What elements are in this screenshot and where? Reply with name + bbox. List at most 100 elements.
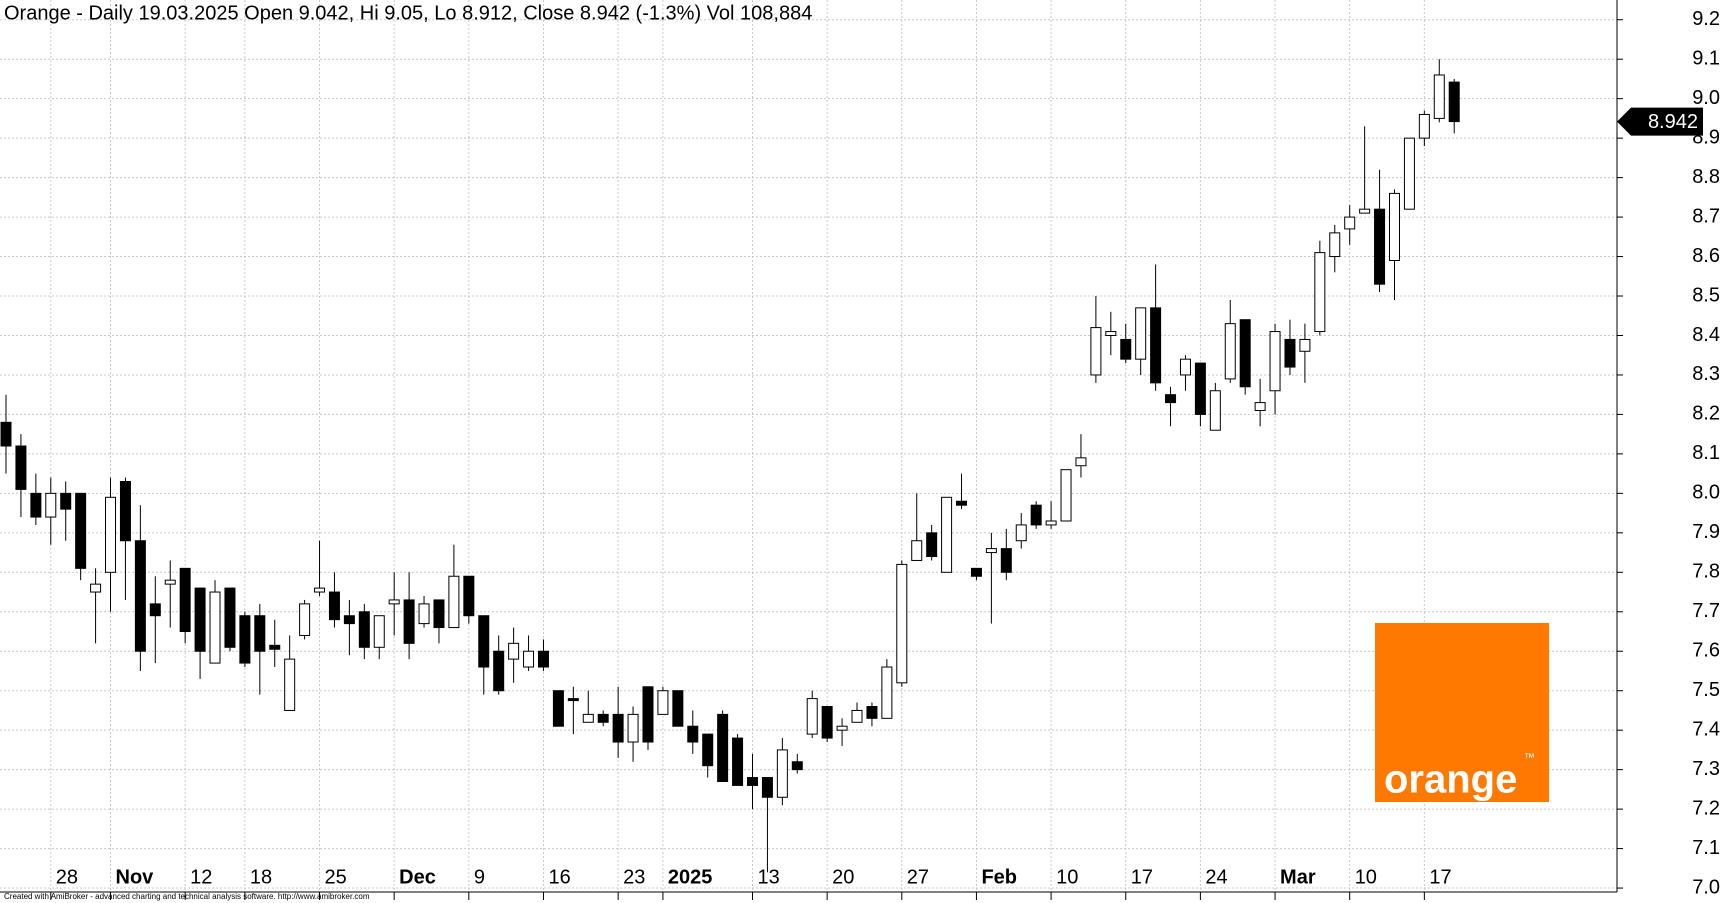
y-tick-label: 8.0 (1692, 482, 1720, 504)
candle-body (985, 548, 997, 554)
candle-body (896, 563, 908, 684)
candle-body (836, 725, 848, 731)
x-tick-label: Mar (1280, 866, 1316, 888)
x-tick-label: 16 (548, 866, 570, 888)
grid (0, 0, 1617, 892)
x-tick-label: Feb (981, 866, 1017, 888)
candle-body (60, 492, 72, 510)
y-tick-label: 7.4 (1692, 718, 1720, 740)
candle-body (1359, 208, 1371, 214)
x-tick-label: 10 (1056, 866, 1078, 888)
candle-body (15, 445, 27, 490)
candle-body (1075, 457, 1087, 467)
candle-body (224, 587, 236, 648)
candle-body (164, 579, 176, 585)
candle-body (418, 603, 430, 625)
candle-body (1165, 394, 1177, 404)
x-tick-label: 13 (758, 866, 780, 888)
candle-body (373, 615, 385, 648)
candle-body (552, 690, 564, 727)
candle-body (1135, 307, 1147, 360)
candle-body (970, 567, 982, 577)
candle-body (791, 761, 803, 771)
candle-body (1179, 358, 1191, 376)
candle-body (776, 749, 788, 798)
candle-body (1254, 402, 1266, 411)
candle-body (134, 540, 146, 652)
candle-body (90, 583, 102, 593)
candle-body (1374, 208, 1386, 285)
candle-body (448, 575, 460, 629)
candle-body (254, 615, 266, 652)
candle-body (239, 615, 251, 664)
candle-body (343, 615, 355, 625)
y-tick-label: 7.7 (1692, 600, 1720, 622)
candle-body (1000, 548, 1012, 573)
candle-body (105, 496, 117, 573)
candle-body (1239, 319, 1251, 388)
candle-body (612, 713, 624, 743)
candle-body (821, 705, 833, 739)
x-tick-label: Nov (116, 866, 155, 888)
candle-body (627, 713, 639, 743)
candle-body (926, 532, 938, 558)
y-tick-label: 8.5 (1692, 284, 1720, 306)
candle-body (1314, 252, 1326, 333)
x-tick-label: 24 (1205, 866, 1227, 888)
candle-body (956, 500, 968, 506)
candle-body (75, 492, 87, 569)
last-price-box (1617, 107, 1703, 136)
candle-body (1329, 232, 1341, 258)
y-tick-label: 8.2 (1692, 403, 1720, 425)
y-tick-label: 8.8 (1692, 166, 1720, 188)
candle-body (299, 603, 311, 636)
x-tick-label: 28 (56, 866, 78, 888)
candle-body (1150, 307, 1162, 384)
candle-body (1209, 390, 1221, 431)
y-tick-label: 7.1 (1692, 837, 1720, 859)
candle-body (0, 421, 12, 447)
candle-body (717, 713, 729, 782)
x-tick-label: 12 (190, 866, 212, 888)
candle-body (657, 690, 669, 715)
x-tick-label: 9 (474, 866, 485, 888)
candle-body (1030, 504, 1042, 526)
x-tick-label: 23 (623, 866, 645, 888)
candle-body (881, 666, 893, 719)
candle-body (358, 611, 370, 648)
candle-body (747, 777, 758, 786)
candle-body (493, 650, 505, 692)
y-tick-label: 9.2 (1692, 8, 1720, 30)
candle-body (284, 658, 296, 711)
candle-body (702, 733, 714, 767)
y-tick-label: 8.3 (1692, 363, 1720, 385)
candle-body (269, 644, 281, 650)
y-tick-label: 9.0 (1692, 87, 1720, 109)
candle-body (209, 591, 221, 664)
candle-body (314, 587, 326, 593)
candle-body (45, 492, 57, 518)
x-tick-label: 17 (1429, 866, 1451, 888)
candle-body (1194, 362, 1206, 415)
candle-body (1105, 331, 1117, 336)
logo: orange ™ (1375, 623, 1549, 802)
candle-body (1269, 331, 1281, 392)
candle-body (642, 686, 654, 743)
y-tick-label: 7.8 (1692, 561, 1720, 583)
candle-body (1418, 113, 1430, 139)
x-tick-label: 10 (1355, 866, 1377, 888)
x-tick-label: 2025 (668, 866, 713, 888)
candle-body (851, 709, 863, 723)
logo-box (1375, 623, 1549, 802)
candle-body (732, 737, 744, 786)
footer: Created with AmiBroker - advanced charti… (4, 892, 370, 901)
candle-body (1120, 338, 1132, 360)
x-tick-label: 27 (907, 866, 929, 888)
candle-body (866, 705, 878, 719)
candle-body (194, 587, 206, 652)
y-tick-label: 8.1 (1692, 442, 1720, 464)
candle-body (597, 713, 609, 723)
candle-body (1060, 469, 1072, 522)
y-tick-label: 9.1 (1692, 47, 1720, 69)
